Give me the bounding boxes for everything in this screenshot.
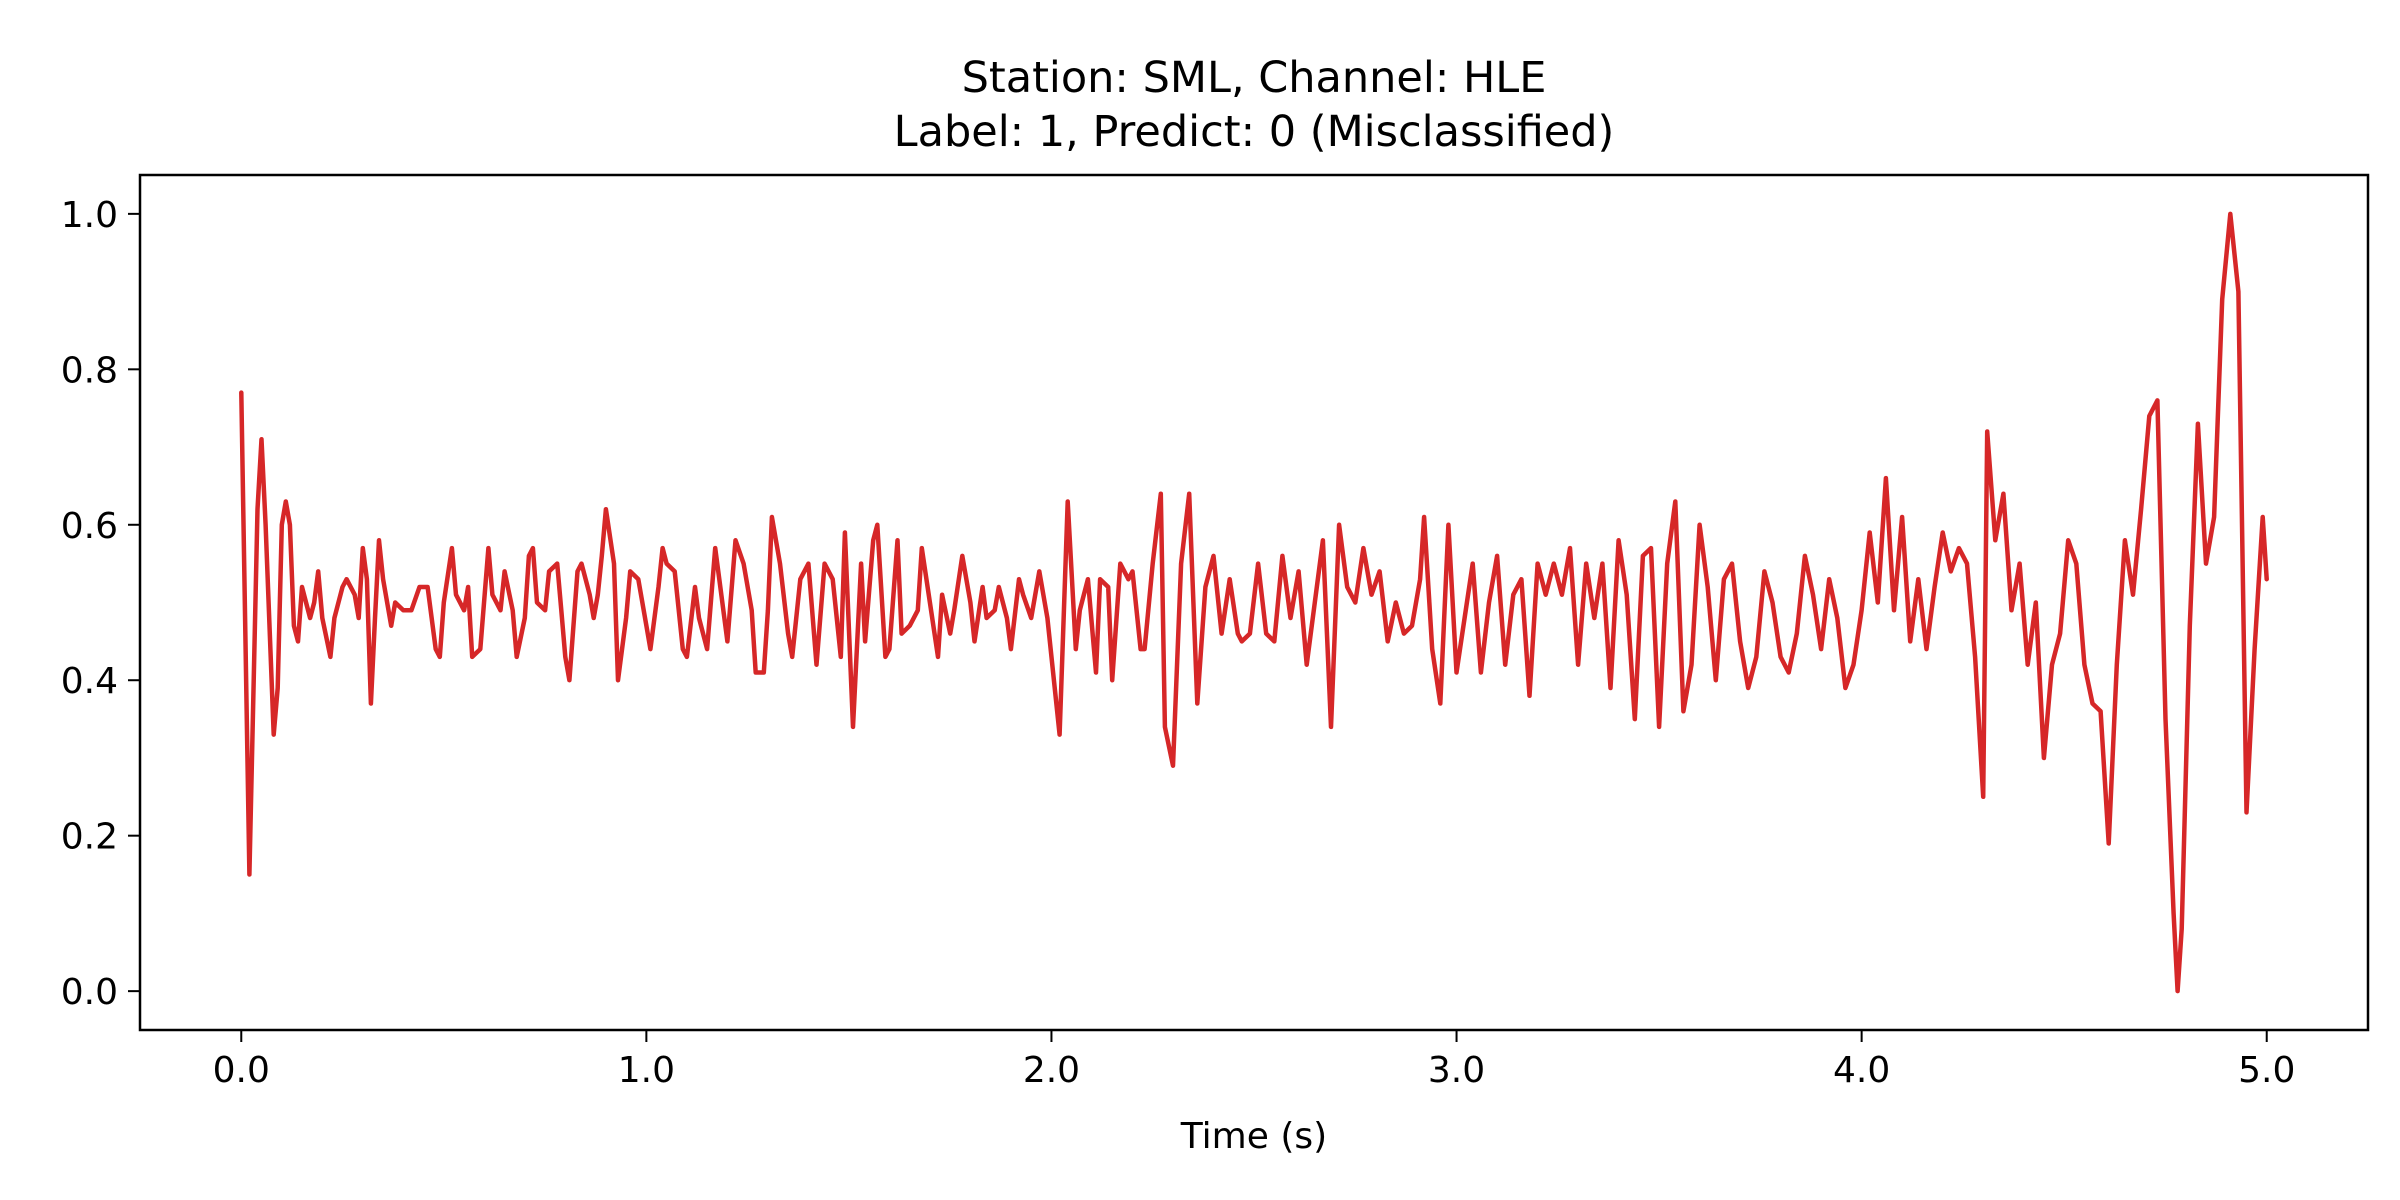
y-tick-label: 0.2 <box>61 817 118 858</box>
x-axis-label: Time (s) <box>1180 1116 1327 1157</box>
x-tick-label: 0.0 <box>213 1050 270 1091</box>
y-tick-label: 0.8 <box>61 350 118 391</box>
series-line <box>239 211 2269 994</box>
x-tick-label: 1.0 <box>618 1050 675 1091</box>
x-axis-ticks: 0.0 1.0 2.0 3.0 4.0 5.0 <box>213 1030 2295 1091</box>
y-tick-label: 0.0 <box>61 972 118 1013</box>
y-tick-label: 0.4 <box>61 661 118 702</box>
y-tick-label: 1.0 <box>61 195 118 236</box>
y-axis-ticks: 0.0 0.2 0.4 0.6 0.8 1.0 <box>61 195 140 1013</box>
chart-title: Station: SML, Channel: HLE <box>962 53 1547 103</box>
x-tick-label: 4.0 <box>1833 1050 1890 1091</box>
x-tick-label: 3.0 <box>1428 1050 1485 1091</box>
chart-subtitle: Label: 1, Predict: 0 (Misclassified) <box>894 107 1615 157</box>
x-tick-label: 2.0 <box>1023 1050 1080 1091</box>
x-tick-label: 5.0 <box>2238 1050 2295 1091</box>
plot-area-frame <box>138 173 2370 1032</box>
y-tick-label: 0.6 <box>61 506 118 547</box>
